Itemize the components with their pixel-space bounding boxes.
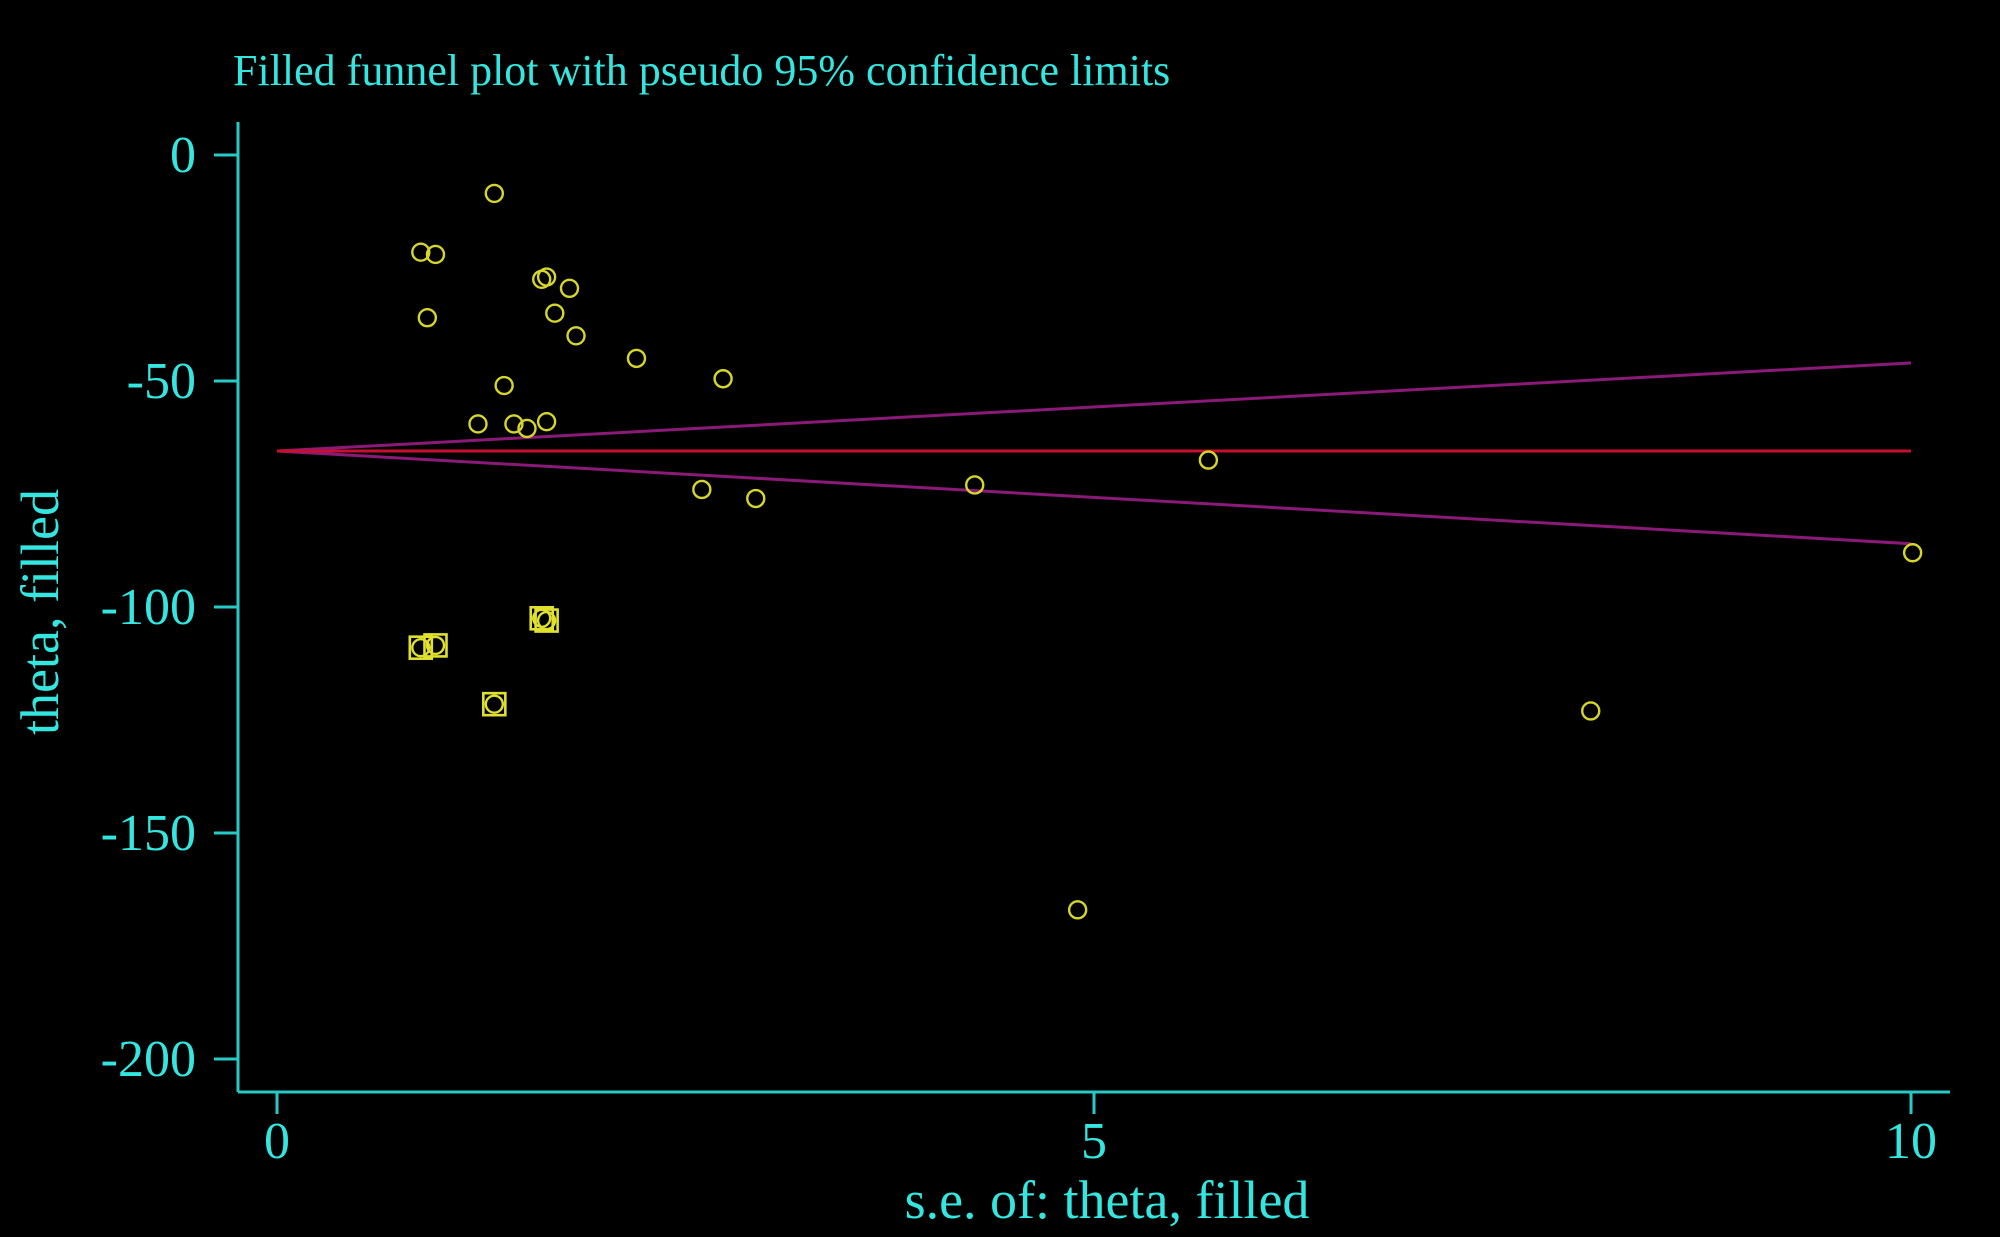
x-axis: 0 5 10 [238, 1090, 1950, 1170]
study-point [692, 479, 712, 500]
chart-title: Filled funnel plot with pseudo 95% confi… [233, 46, 1170, 95]
study-point [484, 183, 505, 204]
filled-point-square [534, 608, 559, 633]
confidence-limits [276, 361, 1912, 546]
study-point [468, 414, 488, 434]
filled-point-square [408, 635, 434, 660]
x-tick-label: 5 [1081, 1113, 1107, 1170]
study-point [713, 369, 733, 389]
filled-point-circle [484, 694, 505, 714]
filled-point [534, 608, 559, 633]
study-point [746, 488, 766, 509]
y-tick-label: 0 [170, 127, 196, 184]
study-point [504, 414, 524, 434]
filled-point-square [423, 633, 448, 658]
filled-point-circle [425, 635, 446, 656]
y-tick-label: -100 [101, 579, 196, 636]
study-point [965, 475, 985, 495]
filled-point [408, 635, 434, 660]
study-point [566, 326, 586, 346]
y-axis-title: theta, filled [10, 489, 70, 735]
filled-point-square [482, 691, 507, 717]
filled-point [482, 691, 507, 717]
filled-point [423, 633, 448, 658]
y-tick-label: -50 [127, 353, 196, 410]
y-tick-label: -200 [101, 1031, 196, 1088]
upper-confidence-limit [276, 361, 1912, 453]
filled-points [408, 605, 559, 717]
study-point [417, 308, 438, 328]
filled-point-circle [411, 637, 431, 658]
study-point [626, 348, 647, 369]
study-points [411, 183, 1923, 920]
study-point [1581, 701, 1601, 721]
study-point [425, 244, 446, 265]
study-point [411, 242, 431, 262]
study-point [536, 267, 557, 287]
study-point [494, 375, 514, 396]
y-tick-label: -150 [101, 805, 196, 862]
lower-confidence-limit [276, 449, 1912, 546]
y-axis: 0 -50 -100 -150 -200 [101, 122, 240, 1092]
x-tick-label: 0 [264, 1113, 290, 1170]
study-point [1902, 543, 1923, 563]
study-point [517, 418, 537, 439]
study-point [1067, 900, 1088, 920]
x-axis-title: s.e. of: theta, filled [905, 1170, 1310, 1230]
filled-point-circle [536, 610, 557, 631]
study-point [1198, 450, 1219, 470]
filled-point-square [529, 605, 555, 631]
x-tick-label: 10 [1885, 1113, 1937, 1170]
study-point [559, 278, 580, 299]
study-point [545, 303, 565, 323]
study-point [536, 411, 557, 432]
